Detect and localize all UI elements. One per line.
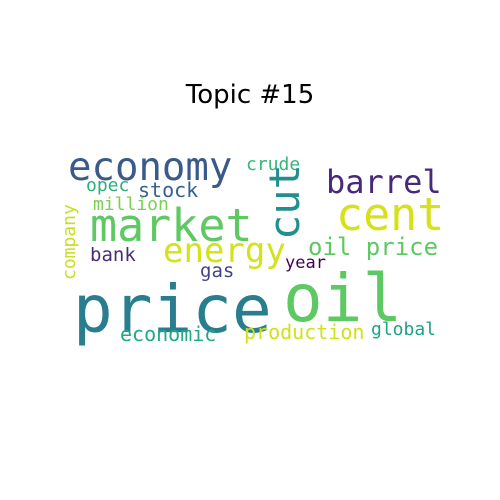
word-production: production — [244, 320, 365, 344]
word-cut: cut — [260, 164, 309, 240]
word-market: market — [90, 199, 253, 252]
word-energy: energy — [163, 231, 286, 271]
word-cloud: economy crude opec stock cut barrel mill… — [59, 140, 450, 350]
word-crude: crude — [246, 154, 301, 175]
word-gas: gas — [200, 260, 235, 282]
word-economy: economy — [68, 145, 233, 190]
word-bank: bank — [90, 244, 136, 266]
word-cent: cent — [336, 188, 445, 241]
word-global: global — [371, 319, 437, 340]
word-oil: oil — [283, 260, 403, 337]
word-oil-price: oil price — [308, 233, 439, 261]
word-million: million — [93, 194, 169, 215]
word-economic: economic — [120, 322, 217, 346]
word-price: price — [73, 271, 272, 348]
word-company: company — [59, 204, 80, 280]
word-year: year — [285, 253, 326, 273]
word-barrel: barrel — [326, 163, 442, 201]
chart-title: Topic #15 — [185, 80, 315, 110]
word-opec: opec — [86, 175, 130, 196]
word-stock: stock — [138, 178, 199, 202]
